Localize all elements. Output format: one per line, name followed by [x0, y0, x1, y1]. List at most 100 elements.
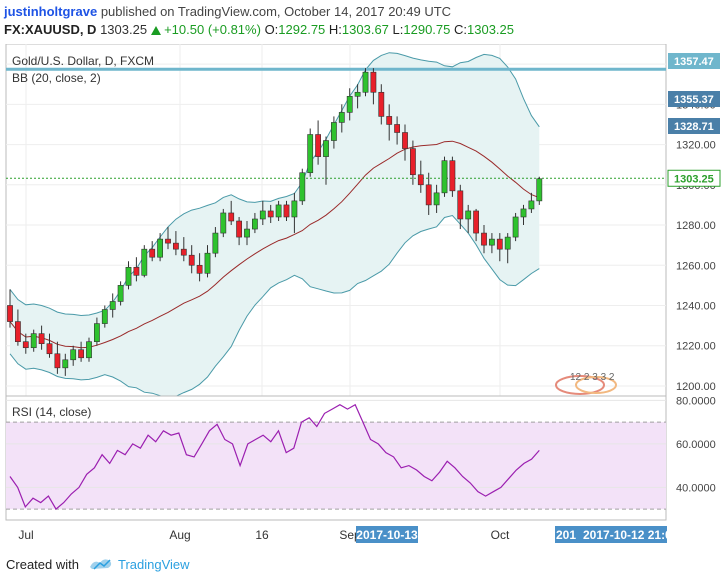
author-link[interactable]: justinholtgrave [4, 4, 98, 19]
range-date-badge [555, 526, 667, 543]
candle-body [109, 301, 116, 310]
candle-body [512, 216, 519, 238]
candle-body [204, 252, 211, 274]
price-tick-label: 1260.00 [676, 260, 716, 272]
tradingview-brand[interactable]: TradingView [118, 557, 190, 572]
last-price: 1303.25 [100, 22, 148, 37]
candle-body [330, 122, 337, 141]
candle-body [536, 178, 543, 202]
price-axis[interactable]: 1200.001220.001240.001260.001280.001300.… [676, 59, 716, 393]
tradingview-logo-icon [90, 559, 112, 570]
high-value: 1303.67 [341, 22, 389, 37]
candle-body [291, 200, 298, 218]
candle-body [133, 266, 140, 276]
crosshair-date-label: 2017-10-13 [356, 528, 418, 542]
price-badges: 1357.47 1355.37 1328.71 1303.25 [667, 53, 721, 187]
candle-body [362, 71, 369, 93]
candle-body [62, 359, 69, 369]
candle-body [46, 343, 53, 355]
candle-body [157, 238, 163, 258]
candle-body [354, 91, 361, 97]
time-tick-label: 16 [255, 528, 269, 542]
rsi-tick-label: 40.0000 [676, 482, 716, 494]
rsi-grid [6, 399, 666, 488]
candle-body [402, 132, 408, 149]
rsi-tick-label: 60.0000 [676, 439, 716, 451]
candle-body [117, 285, 124, 302]
candle-body [7, 305, 13, 322]
candle-body [481, 232, 487, 246]
open-value: 1292.75 [278, 22, 326, 37]
rsi-pane-title: RSI (14, close) [12, 405, 91, 419]
candle-body [409, 148, 416, 176]
close-label: C: [454, 22, 468, 37]
candle-body [520, 208, 527, 218]
candle-body [125, 266, 132, 286]
price-badge-bb-upper [668, 91, 720, 107]
price-tick-label: 1280.00 [676, 220, 716, 232]
price-badge-level [668, 53, 720, 69]
candle-body [433, 192, 440, 206]
candle-body [496, 238, 503, 250]
rsi-line [9, 403, 540, 511]
candle-body [141, 248, 148, 276]
candle-body [78, 349, 84, 359]
candle-body [86, 341, 92, 359]
price-badge-last [667, 169, 721, 187]
rsi-tick-label: 80.0000 [676, 395, 716, 407]
close-value: 1303.25 [467, 22, 515, 37]
chart-canvas[interactable]: Gold/U.S. Dollar, D, FXCM BB (20, close,… [0, 44, 727, 548]
bollinger-basis-line [9, 140, 540, 349]
candle-body [165, 238, 171, 244]
time-tick-label: Sep [339, 528, 361, 542]
time-tick-label: Oct [491, 528, 510, 542]
candle-body [70, 349, 77, 361]
bollinger-upper-line [9, 52, 540, 317]
publish-line: justinholtgrave published on TradingView… [4, 4, 451, 19]
price-pane-title: Gold/U.S. Dollar, D, FXCM [12, 54, 154, 68]
candle-body [441, 160, 448, 194]
candle-body [188, 254, 195, 266]
candle-body [417, 174, 424, 186]
rsi-axis[interactable]: 40.0000 60.0000 80.0000 [676, 395, 716, 494]
candle-body [38, 333, 45, 345]
bollinger-lower-line [9, 214, 540, 399]
candle-body [370, 71, 377, 93]
candle-body [267, 210, 274, 218]
price-tick-label: 1240.00 [676, 300, 716, 312]
candle-body [394, 124, 400, 133]
price-badge-last-label: 1303.25 [674, 173, 714, 185]
candle-body [252, 218, 258, 230]
candle-body [346, 95, 353, 113]
candle-body [473, 210, 479, 234]
rsi-band-fill [6, 422, 666, 510]
candle-body [15, 321, 21, 342]
candle-body [220, 212, 227, 234]
candle-body [299, 172, 306, 202]
candle-body [94, 323, 100, 342]
price-tick-label: 1200.00 [676, 381, 716, 393]
candle-body [212, 232, 219, 254]
bb-indicator-label: BB (20, close, 2) [12, 71, 101, 85]
candle-body [315, 134, 321, 157]
time-tick-label: Jul [18, 528, 33, 542]
price-tick-label: 1220.00 [676, 341, 716, 353]
crosshair-date-badge [356, 526, 418, 543]
watermark-text: 12 2 3 3 2 [570, 372, 615, 383]
symbol-label: FX:XAUUSD, D [4, 22, 97, 37]
candle-body [378, 91, 385, 117]
price-badge-bb-basis-label: 1328.71 [674, 121, 714, 133]
time-tick-label: Aug [169, 528, 190, 542]
candles [7, 68, 543, 376]
candle-body [488, 238, 495, 246]
candle-body [283, 204, 290, 218]
candle-body [149, 248, 156, 258]
candle-body [275, 204, 282, 218]
candle-body [307, 134, 314, 174]
price-badge-bb-upper-label: 1355.37 [674, 94, 714, 106]
candle-body [228, 212, 235, 222]
watermark-ring-2 [575, 376, 617, 394]
time-axis[interactable]: Jul Aug 16 Sep Oct [18, 528, 510, 542]
open-label: O: [264, 22, 279, 37]
candle-body [504, 236, 511, 250]
